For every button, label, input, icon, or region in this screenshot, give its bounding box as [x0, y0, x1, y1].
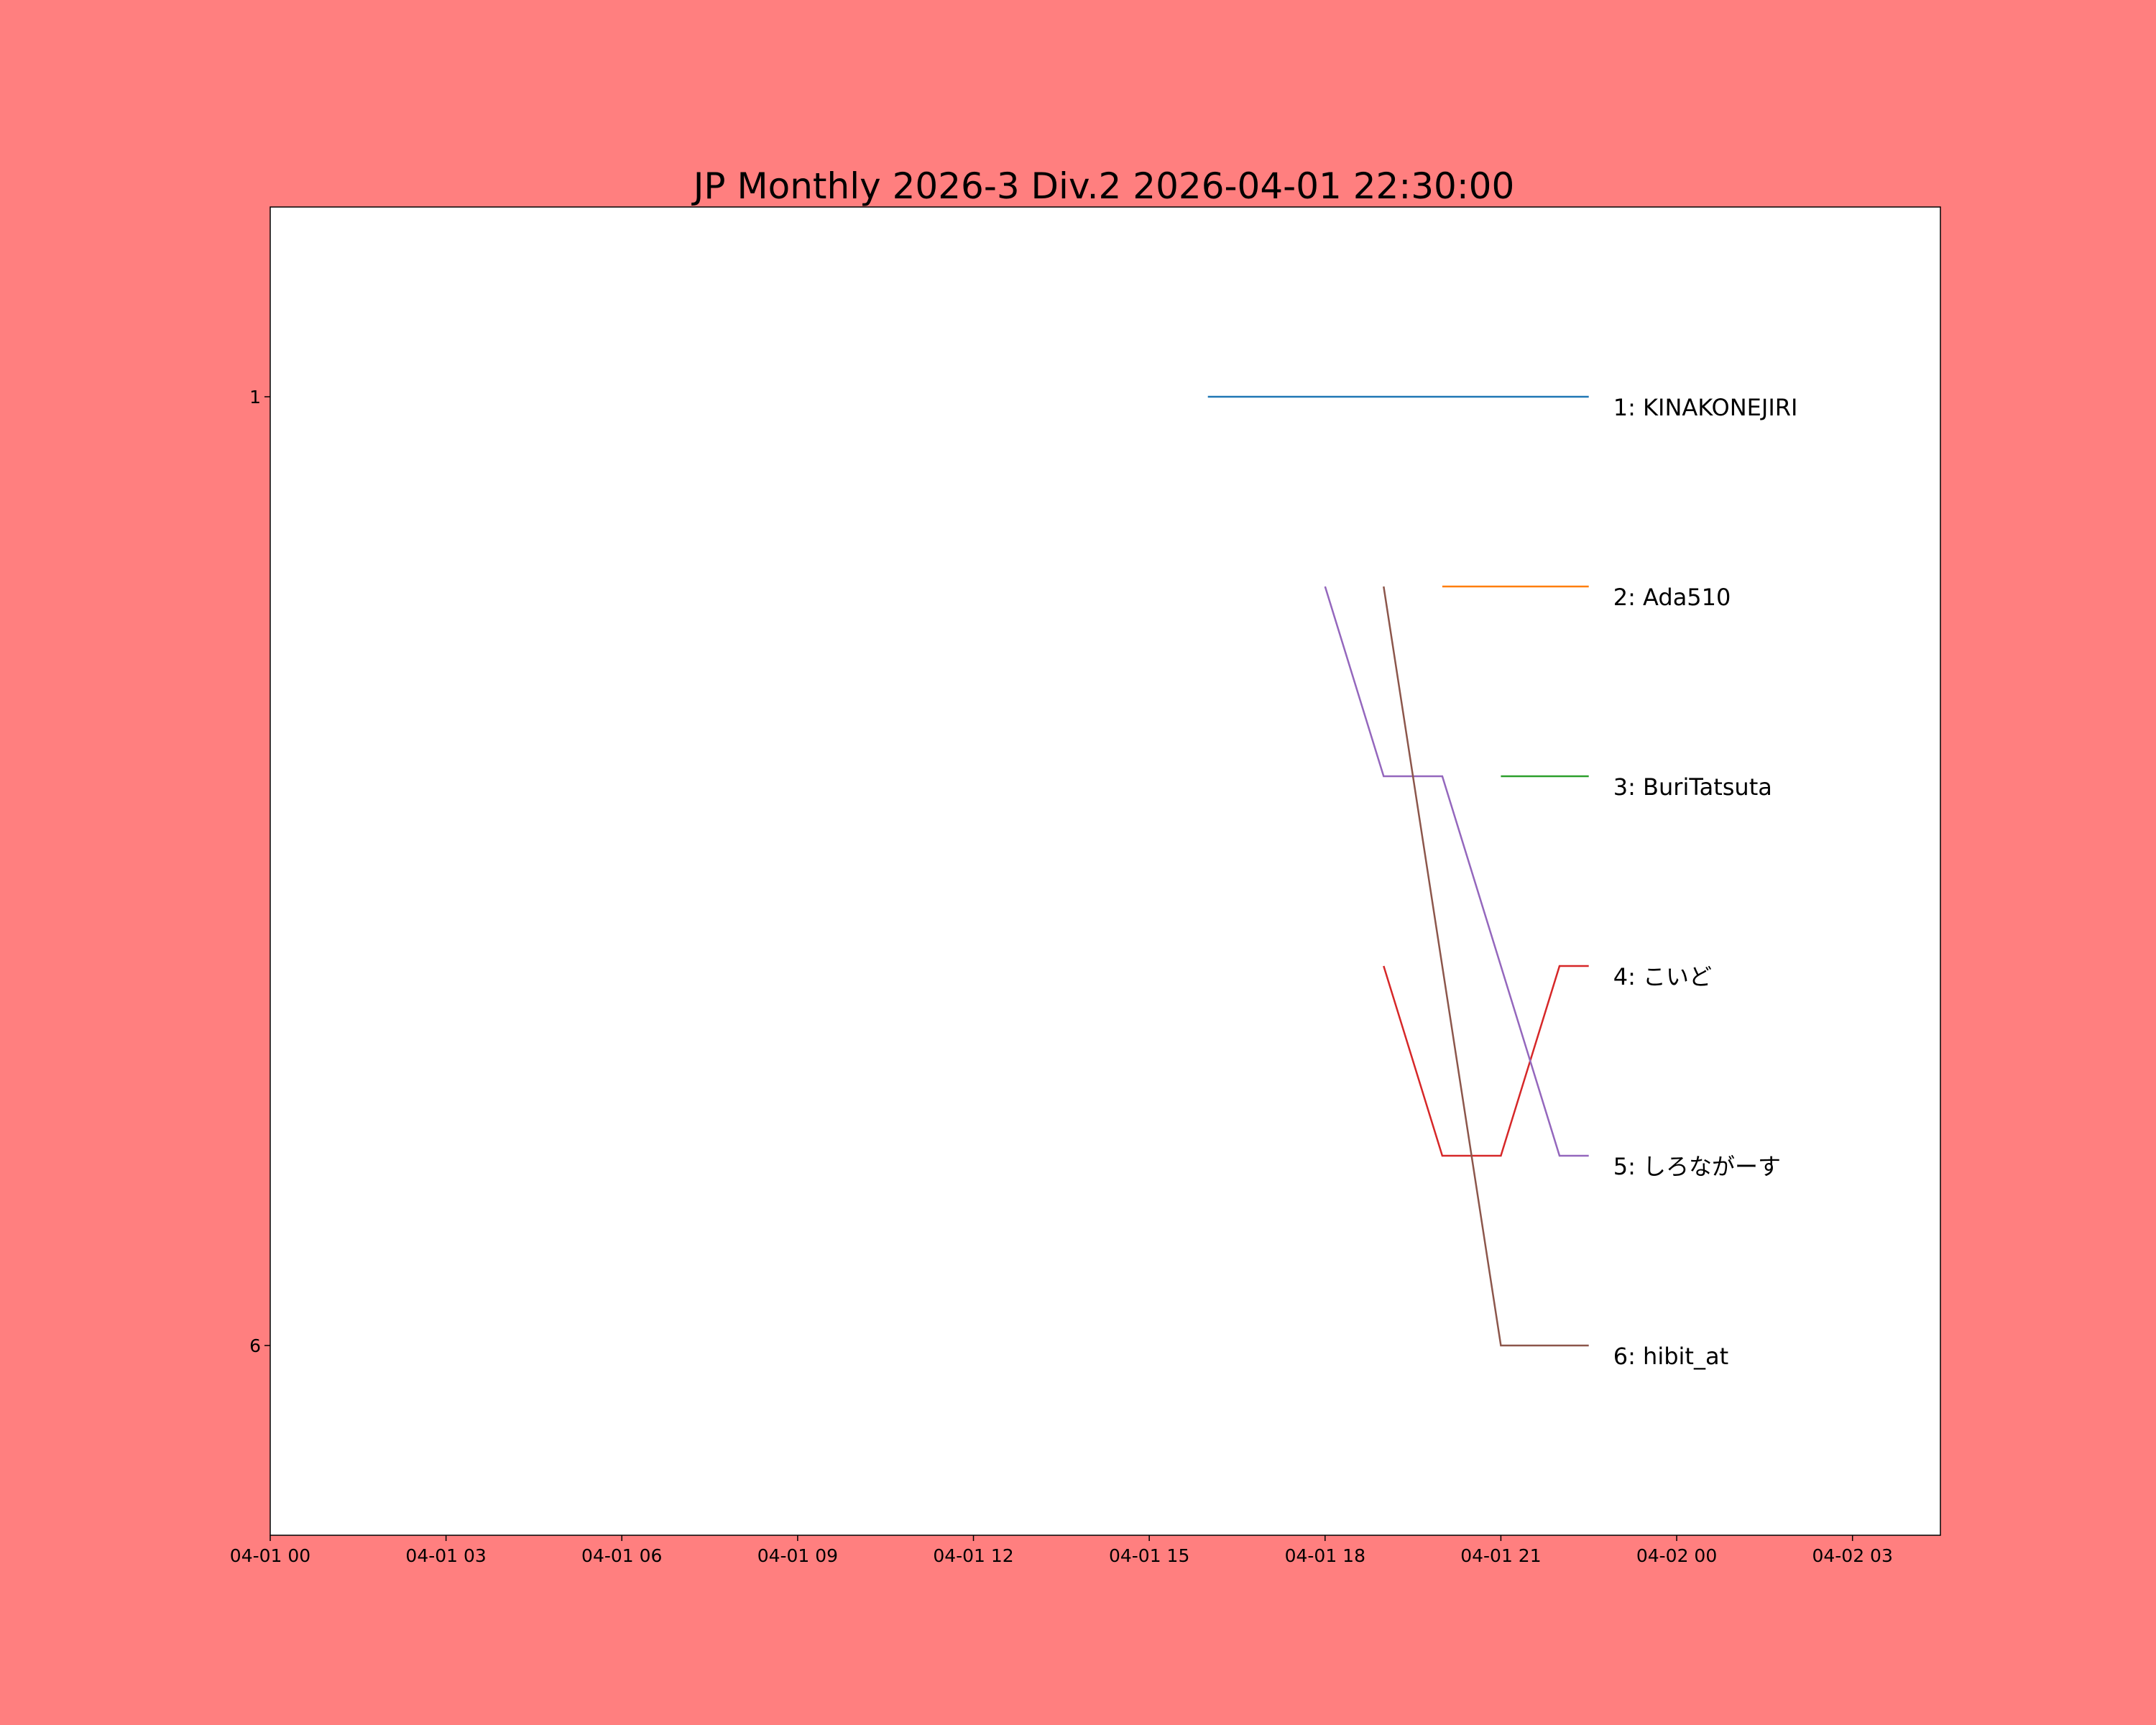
series-end-label: 4: こいど	[1613, 963, 1712, 990]
series-end-label: 1: KINAKONEJIRI	[1613, 394, 1798, 421]
series-end-label: 3: BuriTatsuta	[1613, 773, 1772, 801]
x-axis: 04-01 00 04-01 03 04-01 06 04-01 09 04-01 12…	[230, 1535, 1893, 1566]
series-line	[1324, 586, 1589, 1157]
x-tick-label: 04-01 18	[1285, 1545, 1365, 1566]
y-tick-label: 6	[249, 1335, 261, 1356]
series-end-label: 5: しろながーす	[1613, 1153, 1781, 1180]
series-end-labels: 1: KINAKONEJIRI 2: Ada510 3: BuriTatsuta 4:…	[1613, 394, 1798, 1370]
series-line	[1383, 965, 1589, 1157]
x-tick-label: 04-01 06	[581, 1545, 662, 1566]
x-tick-label: 04-02 03	[1812, 1545, 1892, 1566]
x-tick-label: 04-01 21	[1460, 1545, 1541, 1566]
series-end-label: 6: hibit_at	[1613, 1343, 1728, 1370]
series-lines	[1207, 395, 1589, 1347]
x-tick-label: 04-01 12	[933, 1545, 1013, 1566]
y-tick-label: 1	[249, 387, 261, 408]
x-tick-label: 04-01 15	[1109, 1545, 1189, 1566]
y-axis: 16	[249, 387, 270, 1356]
plot-area	[270, 206, 1941, 1536]
series-line	[1383, 586, 1589, 1347]
x-tick-label: 04-01 09	[757, 1545, 838, 1566]
series-end-label: 2: Ada510	[1613, 584, 1731, 611]
x-tick-label: 04-01 00	[230, 1545, 310, 1566]
chart-title: JP Monthly 2026-3 Div.2 2026-04-01 22:30…	[691, 165, 1515, 207]
x-tick-label: 04-01 03	[405, 1545, 486, 1566]
x-tick-label: 04-02 00	[1636, 1545, 1717, 1566]
